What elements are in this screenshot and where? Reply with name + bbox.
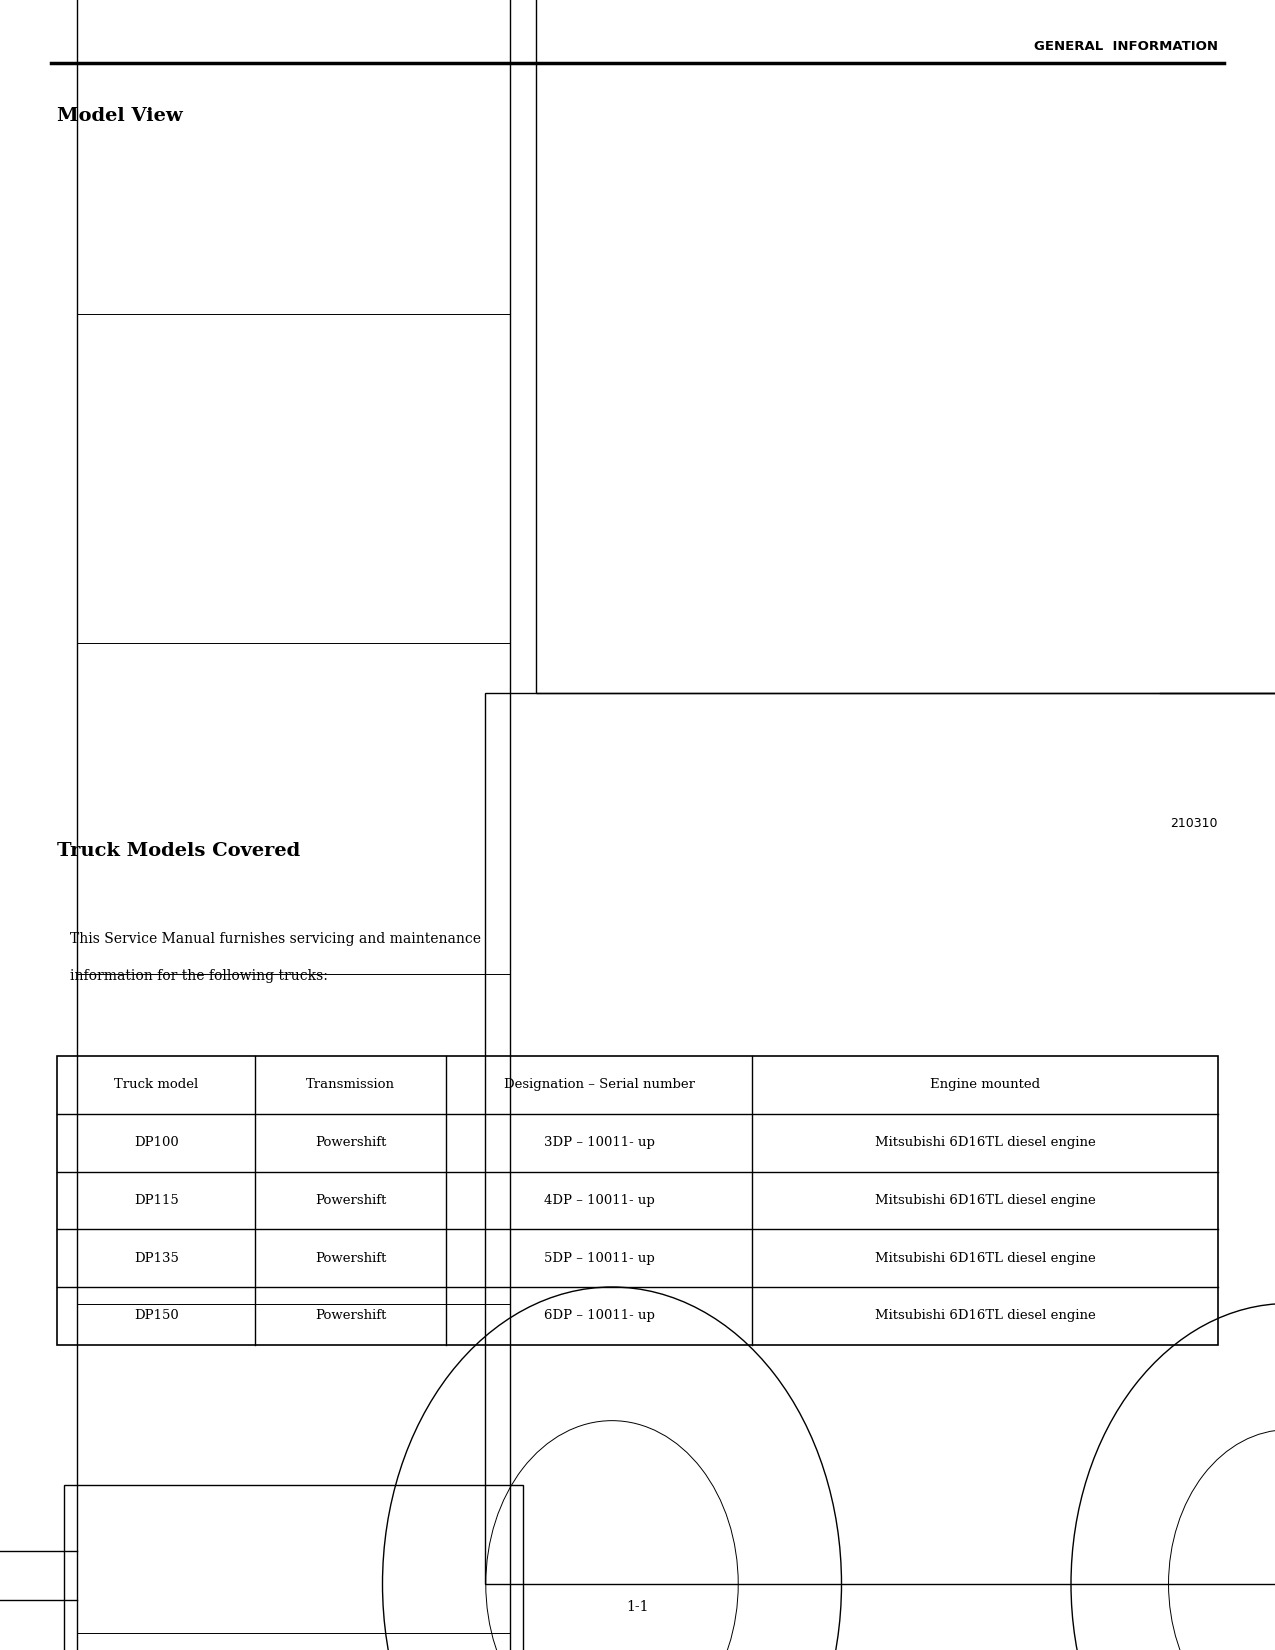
- Bar: [64, 1485, 523, 1650]
- Bar: [484, 693, 1275, 1584]
- Text: GENERAL  INFORMATION: GENERAL INFORMATION: [1034, 40, 1218, 53]
- Text: Mitsubishi 6D16TL diesel engine: Mitsubishi 6D16TL diesel engine: [875, 1310, 1095, 1322]
- Text: 210310: 210310: [1170, 817, 1218, 830]
- Text: Engine mounted: Engine mounted: [929, 1079, 1040, 1091]
- Text: DP135: DP135: [134, 1252, 179, 1264]
- Text: Truck Models Covered: Truck Models Covered: [57, 842, 301, 860]
- Text: Designation – Serial number: Designation – Serial number: [504, 1079, 695, 1091]
- Bar: [536, 0, 1275, 693]
- Text: DP100: DP100: [134, 1137, 179, 1148]
- Text: Mitsubishi 6D16TL diesel engine: Mitsubishi 6D16TL diesel engine: [875, 1252, 1095, 1264]
- Text: Powershift: Powershift: [315, 1252, 386, 1264]
- Text: Powershift: Powershift: [315, 1195, 386, 1206]
- Text: Truck model: Truck model: [113, 1079, 199, 1091]
- Text: Powershift: Powershift: [315, 1310, 386, 1322]
- Text: Mitsubishi 6D16TL diesel engine: Mitsubishi 6D16TL diesel engine: [875, 1195, 1095, 1206]
- Text: This Service Manual furnishes servicing and maintenance: This Service Manual furnishes servicing …: [70, 932, 481, 945]
- Text: 1-1: 1-1: [626, 1600, 649, 1614]
- Text: DP115: DP115: [134, 1195, 179, 1206]
- Text: 4DP – 10011- up: 4DP – 10011- up: [544, 1195, 654, 1206]
- Text: Model View: Model View: [57, 107, 184, 125]
- Text: information for the following trucks:: information for the following trucks:: [70, 969, 328, 982]
- Text: DP150: DP150: [134, 1310, 179, 1322]
- Text: 3DP – 10011- up: 3DP – 10011- up: [544, 1137, 654, 1148]
- Text: 6DP – 10011- up: 6DP – 10011- up: [544, 1310, 654, 1322]
- Bar: [57, 1056, 1218, 1345]
- Text: Mitsubishi 6D16TL diesel engine: Mitsubishi 6D16TL diesel engine: [875, 1137, 1095, 1148]
- Text: Powershift: Powershift: [315, 1137, 386, 1148]
- Text: Transmission: Transmission: [306, 1079, 395, 1091]
- Text: 5DP – 10011- up: 5DP – 10011- up: [544, 1252, 654, 1264]
